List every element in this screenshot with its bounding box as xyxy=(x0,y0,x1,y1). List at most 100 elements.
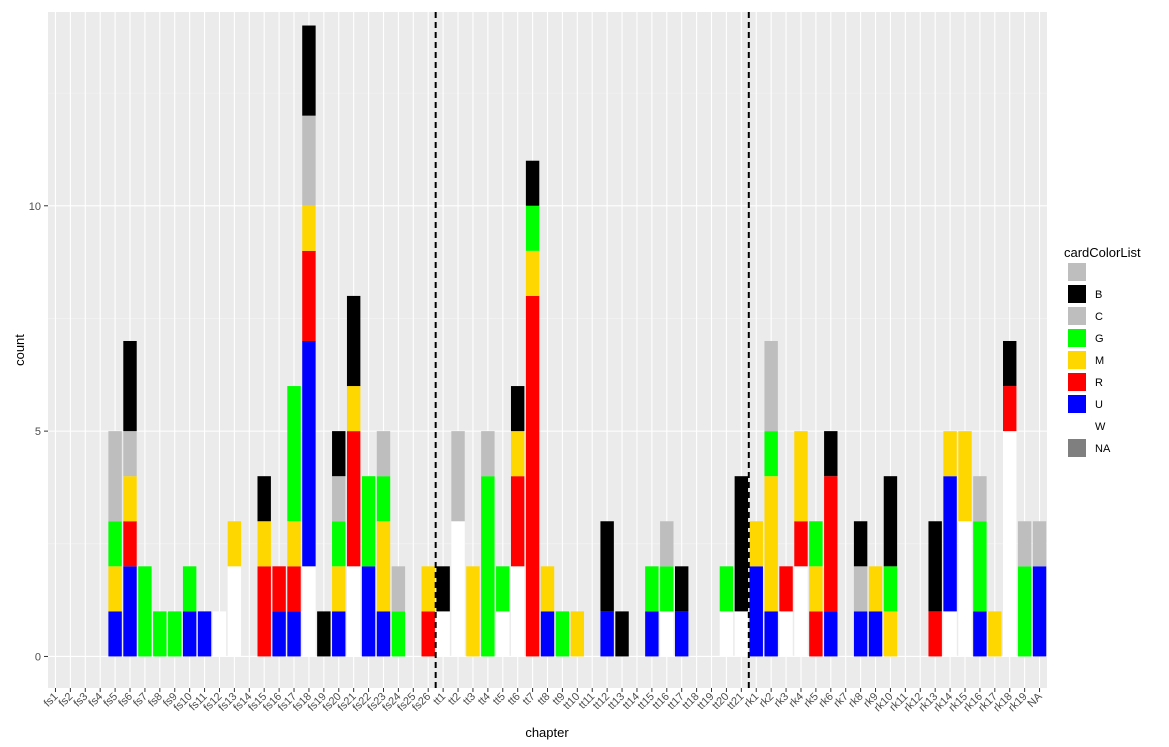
bar-segment-fs17-U xyxy=(287,611,301,657)
bar-segment-rk2-M xyxy=(764,476,778,612)
bar-segment-rk19-C xyxy=(1017,521,1032,567)
bar-segment-NA-C xyxy=(1032,521,1047,567)
bar-segment-tt15-G xyxy=(645,566,659,612)
bar-segment-rk10-B xyxy=(883,476,898,567)
bar-segment-rk4-R xyxy=(794,521,808,567)
bar-segment-fs10-G xyxy=(182,566,197,612)
bar-segment-fs5-C xyxy=(108,431,122,522)
bar-segment-fs6-U xyxy=(123,566,137,657)
bar-segment-fs6-C xyxy=(123,431,137,477)
bar-segment-rk10-M xyxy=(883,611,898,657)
bar-segment-tt16-C xyxy=(660,521,674,567)
bar-segment-fs20-G xyxy=(332,521,346,567)
bar-segment-rk3-W xyxy=(779,611,793,657)
bar-segment-fs18-M xyxy=(302,205,316,251)
legend-key-G xyxy=(1068,329,1086,347)
bar-segment-fs11-U xyxy=(197,611,212,657)
bar-segment-tt6-R xyxy=(510,476,525,567)
bar-segment-rk16-U xyxy=(973,611,987,657)
bar-segment-tt16-W xyxy=(660,611,674,657)
bar-segment-fs8-G xyxy=(153,611,167,657)
bar-segment-fs21-B xyxy=(346,295,361,387)
bar-segment-tt3-M xyxy=(466,566,480,657)
bar-segment-tt20-G xyxy=(719,566,734,612)
bar-segment-fs18-C xyxy=(302,115,316,206)
bar-segment-rk13-R xyxy=(928,611,942,657)
bar-segment-fs26-R xyxy=(421,611,435,657)
bars xyxy=(108,25,1047,657)
bar-segment-tt4-C xyxy=(481,431,495,477)
bar-segment-fs26-M xyxy=(421,566,435,612)
bar-segment-rk6-U xyxy=(824,611,838,657)
bar-segment-tt21-B xyxy=(734,476,749,612)
bar-segment-tt12-U xyxy=(600,611,614,657)
bar-segment-tt9-G xyxy=(555,611,570,657)
bar-segment-tt13-B xyxy=(615,611,629,657)
bar-segment-fs5-M xyxy=(108,566,122,612)
bar-segment-fs20-C xyxy=(332,476,346,522)
bar-segment-tt5-W xyxy=(496,611,510,657)
bar-segment-fs20-U xyxy=(332,611,346,657)
bar-segment-fs6-B xyxy=(123,340,137,432)
bar-segment-fs24-G xyxy=(391,611,406,657)
bar-segment-tt21-W xyxy=(734,611,749,657)
legend-label: B xyxy=(1095,289,1102,301)
bar-segment-tt6-W xyxy=(510,566,525,657)
bar-segment-rk15-W xyxy=(958,521,972,657)
bar-segment-fs15-B xyxy=(257,476,271,522)
x-axis-title: chapter xyxy=(525,725,569,740)
bar-segment-fs18-R xyxy=(302,250,316,341)
bar-segment-rk8-U xyxy=(853,611,868,657)
bar-segment-fs5-G xyxy=(108,521,122,567)
bar-segment-rk6-B xyxy=(824,431,838,477)
bar-segment-tt1-W xyxy=(436,611,450,657)
bar-segment-rk14-M xyxy=(943,431,957,477)
x-axis: fs1fs2fs3fs4fs5fs6fs7fs8fs9fs10fs11fs12f… xyxy=(42,688,1045,714)
legend-key-C xyxy=(1068,307,1086,325)
bar-segment-rk14-U xyxy=(943,476,957,612)
bar-segment-fs13-W xyxy=(227,566,242,657)
bar-segment-rk1-U xyxy=(749,566,763,657)
legend-key-B xyxy=(1068,285,1086,303)
legend-label: M xyxy=(1095,355,1104,367)
bar-segment-fs13-M xyxy=(227,521,242,567)
bar-segment-rk4-W xyxy=(794,566,808,657)
bar-segment-rk2-C xyxy=(764,340,778,432)
bar-segment-rk5-M xyxy=(809,566,823,612)
x-tick-label: fs26 xyxy=(410,691,433,714)
bar-segment-tt7-B xyxy=(525,160,540,206)
bar-segment-tt6-M xyxy=(510,431,525,477)
bar-segment-fs12-W xyxy=(212,611,227,657)
legend-key-W xyxy=(1068,417,1086,435)
bar-segment-fs17-R xyxy=(287,566,301,612)
bar-segment-rk4-M xyxy=(794,431,808,522)
legend-title: cardColorList xyxy=(1064,245,1141,260)
bar-segment-tt6-B xyxy=(510,386,525,432)
bar-segment-rk14-W xyxy=(943,611,957,657)
legend-key-blank xyxy=(1068,263,1086,281)
bar-segment-tt7-R xyxy=(525,295,540,657)
bar-segment-tt17-B xyxy=(674,566,689,612)
bar-segment-fs21-W xyxy=(346,566,361,657)
legend-key-U xyxy=(1068,395,1086,413)
bar-segment-rk6-R xyxy=(824,476,838,612)
bar-segment-fs20-M xyxy=(332,566,346,612)
legend-label: C xyxy=(1095,311,1103,323)
bar-segment-fs17-G xyxy=(287,386,301,522)
bar-segment-rk3-R xyxy=(779,566,793,612)
legend-key-NA xyxy=(1068,439,1086,457)
bar-segment-tt2-C xyxy=(451,431,465,522)
bar-segment-fs23-C xyxy=(376,431,391,477)
y-tick-label: 10 xyxy=(29,201,41,213)
bar-segment-fs9-G xyxy=(168,611,182,657)
bar-segment-fs18-B xyxy=(302,25,316,116)
bar-segment-rk16-C xyxy=(973,476,987,522)
bar-segment-rk18-W xyxy=(1003,431,1017,657)
y-tick-label: 0 xyxy=(35,651,41,663)
legend-label: W xyxy=(1095,421,1106,433)
bar-segment-tt10-M xyxy=(570,611,585,657)
bar-segment-tt1-B xyxy=(436,566,450,612)
bar-segment-rk16-G xyxy=(973,521,987,612)
